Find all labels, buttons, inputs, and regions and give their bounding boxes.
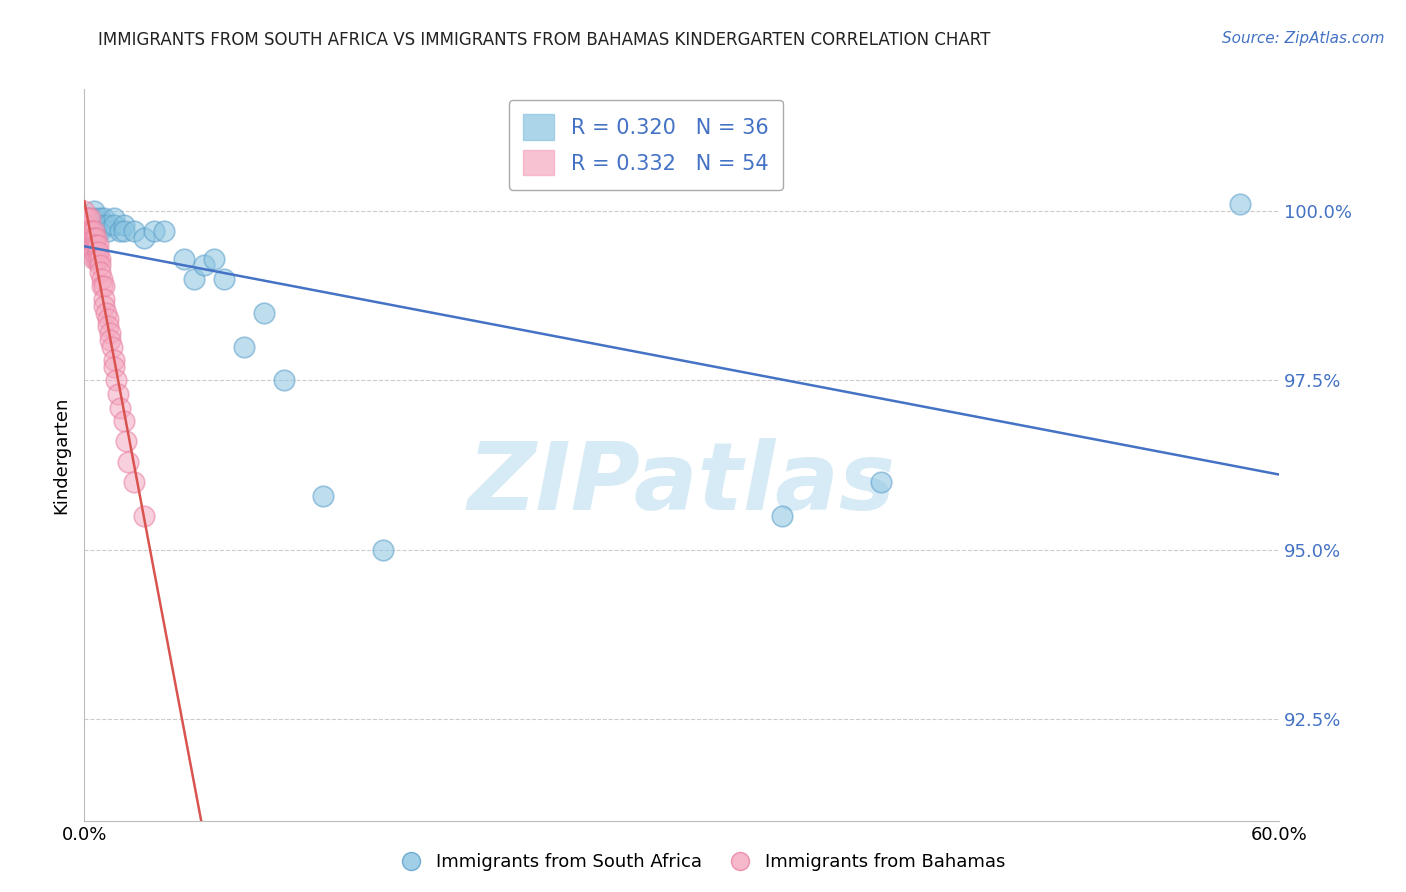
Point <box>117 455 139 469</box>
Point <box>87 244 110 259</box>
Point <box>1229 197 1251 211</box>
Point <box>79 218 101 232</box>
Point <box>273 373 295 387</box>
Point <box>87 252 110 266</box>
Point <box>93 299 115 313</box>
Point <box>122 475 145 489</box>
Point <box>870 475 893 489</box>
Point <box>77 224 100 238</box>
Point <box>212 272 235 286</box>
Point <box>93 211 115 225</box>
Text: Source: ZipAtlas.com: Source: ZipAtlas.com <box>1222 31 1385 46</box>
Point <box>83 211 105 225</box>
Point <box>75 218 97 232</box>
Point <box>86 231 108 245</box>
Point <box>202 252 225 266</box>
Point <box>101 340 124 354</box>
Point <box>107 387 129 401</box>
Point <box>87 238 110 252</box>
Point <box>73 211 96 225</box>
Legend: Immigrants from South Africa, Immigrants from Bahamas: Immigrants from South Africa, Immigrants… <box>392 847 1014 879</box>
Point <box>89 211 111 225</box>
Point <box>89 252 111 266</box>
Point <box>73 231 96 245</box>
Point <box>82 224 104 238</box>
Point <box>77 211 100 225</box>
Point <box>82 238 104 252</box>
Point <box>110 224 132 238</box>
Point <box>98 326 121 340</box>
Point <box>83 224 105 238</box>
Point <box>98 333 121 347</box>
Point <box>97 224 120 238</box>
Point <box>97 218 120 232</box>
Point <box>82 231 104 245</box>
Point <box>193 258 215 272</box>
Point <box>93 278 115 293</box>
Point <box>79 231 101 245</box>
Point <box>77 211 100 225</box>
Point <box>91 278 114 293</box>
Point <box>103 353 125 368</box>
Point <box>75 224 97 238</box>
Legend: R = 0.320   N = 36, R = 0.332   N = 54: R = 0.320 N = 36, R = 0.332 N = 54 <box>509 100 783 190</box>
Point <box>112 218 135 232</box>
Point <box>83 231 105 245</box>
Point <box>79 211 101 225</box>
Y-axis label: Kindergarten: Kindergarten <box>52 396 70 514</box>
Point <box>77 231 100 245</box>
Point <box>79 224 101 238</box>
Point <box>112 224 135 238</box>
Point <box>91 272 114 286</box>
Point <box>173 252 195 266</box>
Point <box>87 218 110 232</box>
Point <box>103 211 125 225</box>
Point <box>115 434 138 449</box>
Point <box>89 258 111 272</box>
Point <box>93 292 115 306</box>
Point <box>132 231 156 245</box>
Point <box>82 224 104 238</box>
Point <box>93 218 115 232</box>
Point <box>89 224 111 238</box>
Point <box>105 373 128 387</box>
Text: IMMIGRANTS FROM SOUTH AFRICA VS IMMIGRANTS FROM BAHAMAS KINDERGARTEN CORRELATION: IMMIGRANTS FROM SOUTH AFRICA VS IMMIGRAN… <box>98 31 991 49</box>
Point <box>153 224 176 238</box>
Point <box>232 340 254 354</box>
Point <box>73 224 96 238</box>
Point <box>253 306 276 320</box>
Point <box>73 218 96 232</box>
Point <box>79 238 101 252</box>
Point <box>83 244 105 259</box>
Point <box>373 542 395 557</box>
Point <box>103 218 125 232</box>
Point <box>143 224 166 238</box>
Point <box>86 238 108 252</box>
Point <box>103 359 125 374</box>
Point <box>770 508 793 523</box>
Point <box>312 489 335 503</box>
Point <box>97 312 120 326</box>
Point <box>112 414 135 428</box>
Point <box>73 224 96 238</box>
Point <box>83 238 105 252</box>
Point <box>83 204 105 219</box>
Point <box>73 218 96 232</box>
Text: ZIPatlas: ZIPatlas <box>468 438 896 530</box>
Point <box>132 508 156 523</box>
Point <box>75 211 97 225</box>
Point <box>73 204 96 219</box>
Point <box>110 401 132 415</box>
Point <box>122 224 145 238</box>
Point <box>86 252 108 266</box>
Point <box>96 306 118 320</box>
Point <box>83 252 105 266</box>
Point <box>97 319 120 334</box>
Point <box>89 265 111 279</box>
Point <box>183 272 205 286</box>
Point <box>73 211 96 225</box>
